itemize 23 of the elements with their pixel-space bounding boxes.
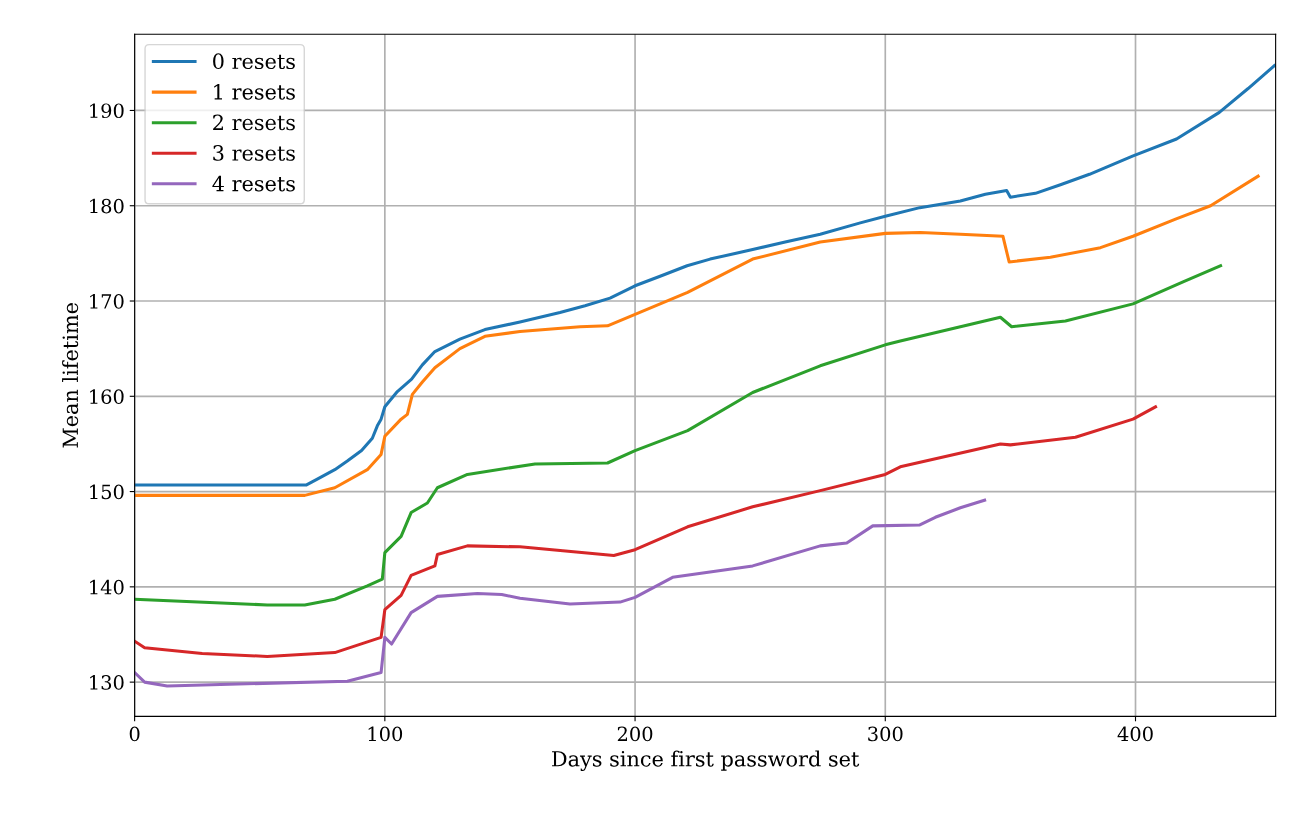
y-tick-label: 180: [90, 198, 124, 214]
x-tick-label: 200: [617, 726, 653, 742]
legend-label: 0 resets: [213, 53, 295, 70]
legend-label: 2 resets: [213, 114, 295, 131]
line-series: [134, 405, 1158, 658]
y-tick-label: 140: [90, 579, 124, 595]
line-series: [134, 498, 987, 688]
y-tick-label: 160: [90, 389, 124, 404]
x-tick-label: 100: [368, 726, 403, 742]
y-tick-label: 130: [90, 675, 124, 690]
y-tick-label: 170: [90, 293, 124, 309]
x-tick-label: 0: [129, 726, 140, 742]
line-series: [134, 174, 1260, 497]
x-tick-label: 400: [1117, 726, 1153, 742]
legend-label: 1 resets: [214, 83, 295, 100]
x-tick-label: 300: [868, 726, 903, 742]
legend-label: 3 resets: [213, 145, 295, 161]
y-tick-label: 150: [90, 484, 124, 500]
x-axis-title: Days since first password set: [552, 750, 860, 771]
y-axis-title: Mean lifetime: [62, 303, 79, 448]
y-tick-label: 190: [90, 103, 124, 119]
legend-label: 4 resets: [212, 175, 295, 192]
line-series: [134, 264, 1223, 607]
